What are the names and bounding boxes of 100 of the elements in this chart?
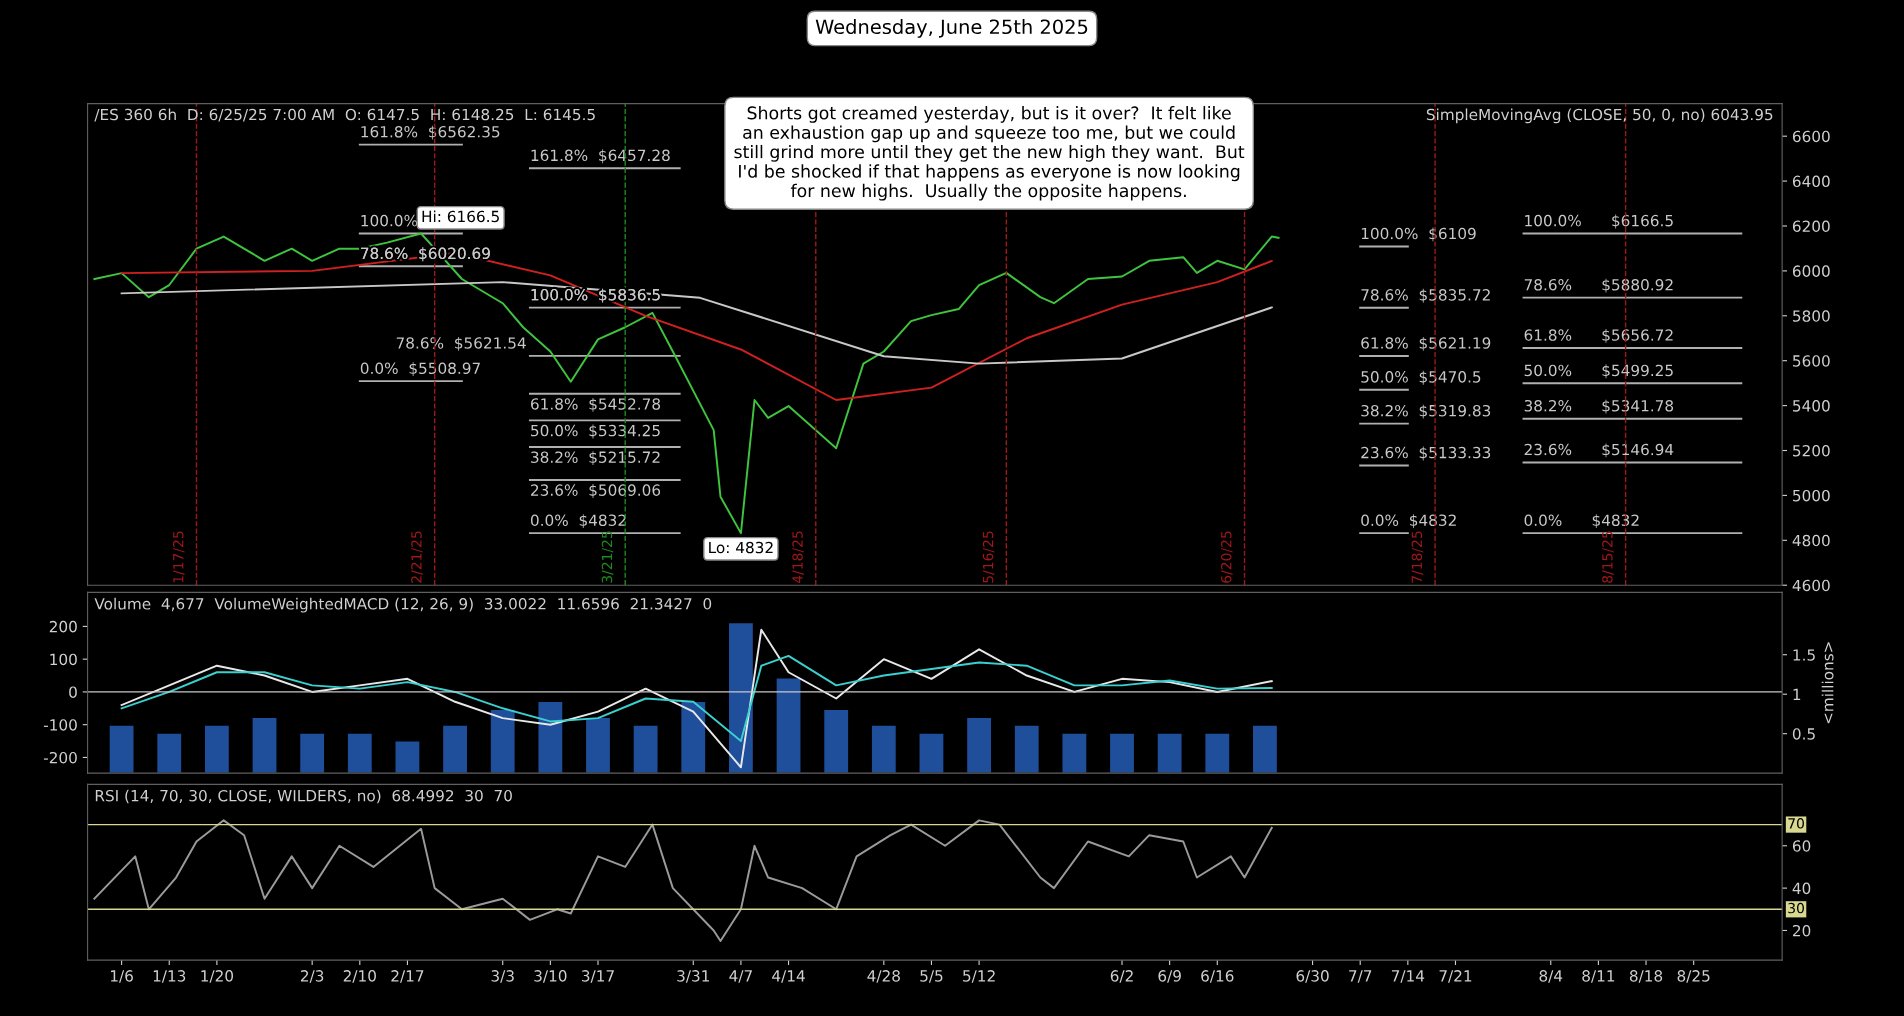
- x-tick-label: 4/28: [867, 970, 900, 983]
- y2-axis-title: <millions>: [1821, 642, 1834, 724]
- x-tick-label: 7/21: [1439, 970, 1472, 983]
- annotation: RSI (14, 70, 30, CLOSE, WILDERS, no) 68.4992 30 70: [95, 789, 512, 804]
- bar: [1062, 733, 1087, 774]
- ref-line-label: 6/20/25: [1221, 531, 1233, 583]
- y-tick-label: 5600: [1793, 355, 1830, 367]
- bar: [300, 733, 325, 774]
- x-tick-label: 2/17: [391, 970, 424, 983]
- bar: [157, 733, 182, 774]
- bar: [109, 725, 134, 774]
- bar: [967, 717, 992, 774]
- x-tick-label: 8/11: [1582, 970, 1615, 983]
- bar: [586, 717, 610, 774]
- series-label: 0.0% $5508.97: [360, 362, 480, 377]
- y-tick-label: 4600: [1792, 579, 1830, 592]
- bar: [871, 725, 896, 774]
- x-tick-label: 7/7: [1349, 970, 1372, 983]
- series-label: 38.2% $5341.78: [1524, 399, 1674, 414]
- x-tick-label: 3/17: [582, 970, 614, 983]
- ref-line-label: 4/18/25: [792, 531, 804, 584]
- bar: [633, 725, 658, 774]
- y-tick-label: 6400: [1792, 175, 1830, 188]
- bar: [395, 741, 420, 774]
- series-label: 61.8% $5621.19: [1361, 336, 1491, 351]
- annotation: Volume 4,677 VolumeWeightedMACD (12, 26, 9) 33.0022 11.6596 21.3427 0: [94, 597, 712, 613]
- x-tick-label: 8/4: [1539, 970, 1563, 983]
- x-tick-label: 3/31: [677, 970, 710, 983]
- y-tick-label: 6600: [1792, 130, 1830, 143]
- chart-title: Wednesday, June 25th 2025: [815, 19, 1088, 38]
- ref-line-label: 1/17/25: [172, 531, 185, 583]
- series-label: 0.0% $4832: [530, 514, 626, 529]
- x-tick-label: 5/12: [963, 970, 995, 983]
- bar: [538, 702, 563, 774]
- line-series: [93, 819, 1273, 943]
- series-label: 50.0% $5334.25: [531, 424, 660, 439]
- bar: [824, 710, 849, 774]
- series-label: 50.0% $5470.5: [1361, 370, 1481, 385]
- ref-line-label: 7/18/25: [1411, 531, 1424, 583]
- y2-tick-label: 1: [1793, 688, 1801, 701]
- y-tick-label: 5800: [1793, 310, 1830, 322]
- y-tick-label: 0: [69, 686, 77, 698]
- y-tick-label: 4800: [1792, 534, 1830, 547]
- x-tick-label: 5/5: [920, 970, 943, 983]
- series-label: 38.2% $5319.83: [1361, 404, 1491, 419]
- y-tick-label: 5200: [1793, 444, 1830, 457]
- ref-line-label: 5/16/25: [982, 531, 995, 583]
- x-tick-label: 6/2: [1110, 970, 1133, 983]
- x-tick-label: 8/25: [1677, 970, 1710, 983]
- series-label: 78.6% $5621.54: [396, 336, 526, 351]
- bar: [490, 710, 515, 774]
- y-tick-label: 5000: [1793, 489, 1830, 502]
- y-tick-label: 100: [50, 653, 77, 666]
- ref-line-label: 30: [1788, 902, 1804, 914]
- series-label: 161.8% $6562.35: [361, 125, 500, 140]
- x-tick-label: 4/14: [772, 970, 805, 983]
- annotation: /ES 360 6h D: 6/25/25 7:00 AM O: 6147.5 H: 6148.25 L: 6145.5: [94, 108, 595, 122]
- series-label: 38.2% $5215.72: [531, 451, 660, 465]
- ref-line-label: 2/21/25: [411, 531, 423, 583]
- annotation: Lo: 4832: [709, 541, 773, 554]
- x-tick-label: 2/3: [300, 970, 324, 983]
- y-tick-label: -100: [43, 719, 77, 731]
- bar: [204, 725, 229, 774]
- series-label: 23.6% $5146.94: [1524, 443, 1674, 458]
- series-label: 50.0% $5499.25: [1524, 364, 1673, 379]
- x-tick-label: 1/6: [111, 970, 133, 983]
- y-tick-label: 200: [49, 620, 77, 633]
- y-tick-label: 20: [1792, 924, 1811, 937]
- y2-tick-label: 0.5: [1792, 728, 1815, 740]
- y2-tick-label: 1.5: [1793, 649, 1815, 661]
- annotation: Hi: 6166.5: [422, 210, 499, 223]
- y-tick-label: 60: [1792, 840, 1811, 852]
- x-tick-label: 6/9: [1158, 970, 1181, 983]
- bar: [1014, 725, 1039, 774]
- y-tick-label: 6200: [1792, 220, 1830, 233]
- series-label: 23.6% $5069.06: [531, 484, 661, 498]
- x-tick-label: 1/13: [153, 970, 186, 983]
- bar: [919, 733, 944, 774]
- series-label: 23.6% $5133.33: [1361, 446, 1491, 461]
- x-tick-label: 2/10: [343, 970, 376, 983]
- y-tick-label: 5400: [1793, 400, 1830, 412]
- x-tick-label: 6/30: [1296, 970, 1329, 983]
- ref-line-label: 8/15/25: [1602, 531, 1614, 583]
- bar: [1205, 733, 1230, 774]
- bar: [1157, 733, 1182, 774]
- line-series: [120, 628, 1273, 769]
- y-tick-label: 40: [1792, 882, 1811, 895]
- series-label: 0.0% $4832: [1361, 514, 1456, 529]
- bar: [1253, 725, 1277, 774]
- annotation: Shorts got creamed yesterday, but is it over? It felt like an exhaustion gap up and squeeze too me, but we could still grind more until they get the new high they want. But I'd be shocked if that happens as everyone is now looking for new highs. Usually the opposite happens.: [734, 106, 1245, 201]
- ref-line-label: 3/21/25: [601, 531, 614, 583]
- bar: [443, 725, 467, 774]
- y-tick-label: 6000: [1792, 265, 1830, 277]
- series-label: 61.8% $5656.72: [1524, 329, 1673, 343]
- series-label: 61.8% $5452.78: [531, 397, 661, 412]
- x-tick-label: 4/7: [729, 970, 752, 983]
- x-tick-label: 3/3: [491, 970, 514, 983]
- x-tick-label: 7/14: [1391, 970, 1425, 983]
- annotation: SimpleMovingAvg (CLOSE, 50, 0, no) 6043.95: [1426, 108, 1773, 124]
- ref-line-label: 70: [1788, 818, 1804, 829]
